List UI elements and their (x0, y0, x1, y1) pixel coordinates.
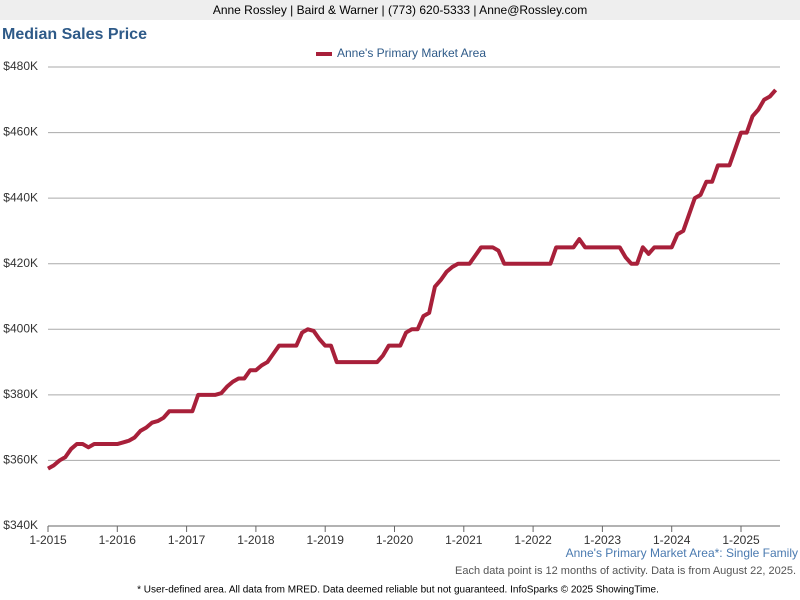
y-tick-label: $480K (3, 59, 38, 73)
legend-label: Anne's Primary Market Area (337, 46, 486, 60)
y-tick-label: $460K (3, 125, 38, 139)
y-tick-label: $420K (3, 256, 38, 270)
data-note: Each data point is 12 months of activity… (455, 565, 796, 577)
y-tick-label: $440K (3, 190, 38, 204)
chart-title: Median Sales Price (2, 26, 147, 43)
area-note: Anne's Primary Market Area*: Single Fami… (566, 546, 798, 560)
x-tick-label: 1-2017 (168, 533, 206, 547)
x-tick-label: 1-2015 (29, 533, 67, 547)
disclaimer: * User-defined area. All data from MRED.… (137, 585, 659, 596)
x-tick-label: 1-2024 (653, 533, 691, 547)
y-tick-label: $360K (3, 453, 38, 467)
x-tick-label: 1-2020 (376, 533, 414, 547)
x-tick-label: 1-2023 (584, 533, 622, 547)
x-tick-label: 1-2022 (514, 533, 552, 547)
y-tick-label: $400K (3, 321, 38, 335)
x-tick-label: 1-2018 (237, 533, 275, 547)
x-tick-label: 1-2016 (99, 533, 137, 547)
x-tick-label: 1-2025 (722, 533, 760, 547)
x-tick-label: 1-2021 (445, 533, 483, 547)
line (47, 88, 778, 471)
y-tick-label: $380K (3, 387, 38, 401)
header: Anne Rossley | Baird & Warner | (773) 62… (213, 3, 587, 17)
x-tick-label: 1-2019 (307, 533, 345, 547)
y-tick-label: $340K (3, 518, 38, 532)
header-bar (0, 0, 800, 20)
